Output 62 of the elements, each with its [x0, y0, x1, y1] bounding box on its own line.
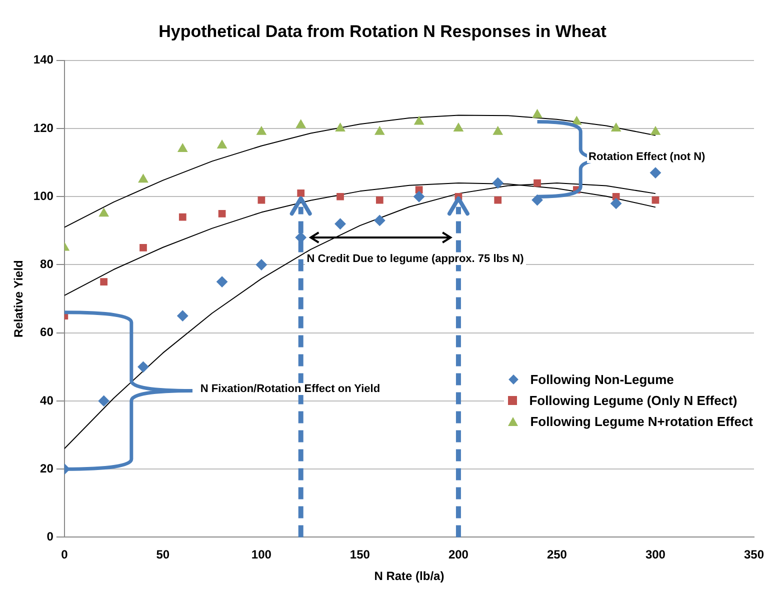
y-tick-label: 40	[40, 393, 54, 408]
point	[414, 116, 424, 125]
point	[334, 218, 346, 230]
point	[493, 126, 503, 135]
point	[650, 167, 661, 178]
point	[374, 126, 384, 135]
point	[100, 278, 108, 286]
point	[611, 123, 621, 132]
point	[454, 123, 464, 132]
annotation: N Credit Due to legume (approx. 75 lbs N)	[304, 253, 526, 266]
point	[650, 126, 660, 135]
point	[98, 208, 109, 217]
point	[140, 244, 147, 252]
point	[532, 109, 542, 118]
point	[336, 192, 344, 200]
x-tick-label: 50	[156, 548, 170, 562]
point	[177, 310, 188, 322]
point	[256, 259, 267, 270]
point	[178, 213, 186, 221]
point	[297, 190, 305, 197]
point	[256, 126, 266, 135]
point	[216, 276, 228, 288]
point	[217, 140, 227, 149]
x-tick-label: 350	[744, 548, 764, 562]
y-tick-label: 20	[40, 461, 54, 476]
x-tick-label: 0	[61, 548, 68, 562]
legend-label: Following Legume (Only N Effect)	[529, 393, 738, 408]
x-axis-title: N Rate (lb/a)	[374, 569, 444, 584]
y-tick-label: 0	[46, 530, 54, 544]
point	[492, 178, 504, 189]
x-tick-label: 300	[645, 548, 666, 562]
point	[258, 196, 266, 204]
point	[296, 120, 306, 128]
point	[494, 196, 502, 204]
chart-title: Hypothetical Data from Rotation N Responses in Wheat	[158, 22, 607, 41]
y-tick-label: 60	[40, 325, 54, 340]
y-axis-title: Relative Yield	[12, 260, 26, 338]
y-tick-label: 140	[33, 52, 54, 67]
x-tick-label: 250	[546, 548, 568, 562]
point	[652, 196, 660, 204]
point	[335, 123, 346, 132]
y-tick-label: 80	[40, 257, 54, 272]
point	[610, 198, 622, 209]
point	[138, 361, 149, 372]
annotation: N Fixation/Rotation Effect on Yield	[198, 382, 382, 395]
point	[218, 210, 226, 218]
point	[138, 174, 148, 183]
y-tick-label: 100	[33, 188, 54, 203]
legend-label: Following Non-Legume	[530, 372, 674, 387]
legend-label: Following Legume N+rotation Effect	[530, 414, 753, 429]
point	[98, 395, 110, 406]
point	[414, 191, 425, 202]
point	[374, 214, 386, 226]
point	[376, 196, 384, 204]
point	[572, 116, 582, 125]
x-tick-label: 200	[448, 548, 469, 562]
point	[534, 179, 541, 187]
x-tick-label: 150	[350, 548, 370, 562]
x-tick-label: 100	[251, 548, 272, 562]
annotation: Rotation Effect (not N)	[586, 151, 708, 164]
point	[178, 143, 188, 152]
y-tick-label: 120	[33, 120, 54, 135]
